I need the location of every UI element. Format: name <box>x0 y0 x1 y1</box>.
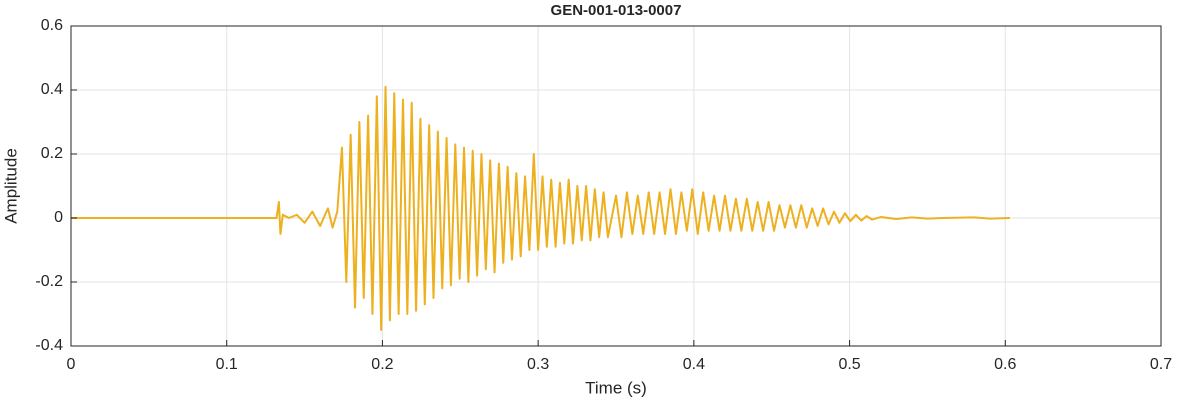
x-tick-label: 0.7 <box>1150 356 1172 373</box>
x-tick-label: 0.2 <box>371 356 393 373</box>
grid <box>70 25 1162 347</box>
y-tick-label: 0.2 <box>41 145 63 162</box>
y-tick-label: 0.4 <box>41 81 63 98</box>
x-tick-label: 0.4 <box>683 356 705 373</box>
plot-lines <box>71 85 1010 331</box>
y-tick-label: -0.4 <box>35 337 63 354</box>
x-tick-label: 0 <box>67 356 76 373</box>
x-tick-label: 0.5 <box>838 356 860 373</box>
y-tick-label: 0.6 <box>41 17 63 34</box>
chart-title: GEN-001-013-0007 <box>551 2 682 19</box>
x-tick-label: 0.1 <box>216 356 238 373</box>
waveform-line <box>71 85 1010 331</box>
y-tick-label: 0 <box>54 209 63 226</box>
x-tick-label: 0.6 <box>994 356 1016 373</box>
x-tick-label: 0.3 <box>527 356 549 373</box>
axes-box <box>70 25 1162 347</box>
x-axis-label: Time (s) <box>585 378 647 397</box>
y-tick-label: -0.2 <box>35 273 63 290</box>
y-axis-label: Amplitude <box>1 148 20 224</box>
